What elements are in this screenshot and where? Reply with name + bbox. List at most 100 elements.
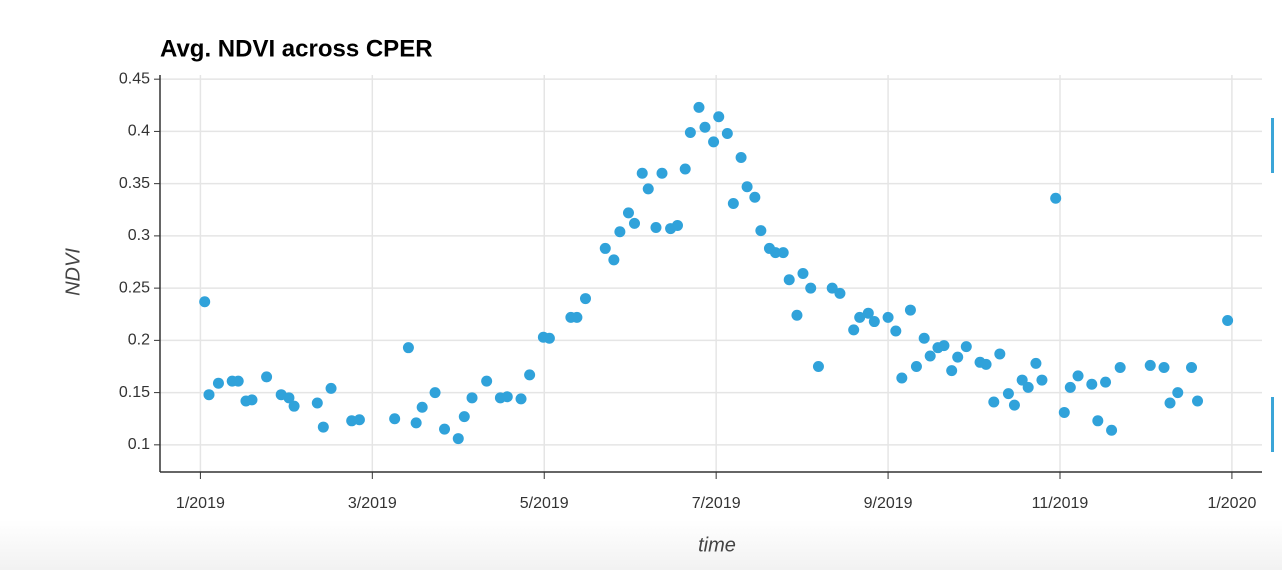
point (317, 421, 329, 433)
point (848, 324, 860, 336)
point (671, 219, 683, 231)
point (735, 152, 747, 164)
point (713, 111, 725, 123)
point (890, 325, 902, 337)
point (628, 217, 640, 229)
point (650, 222, 662, 234)
point (599, 242, 611, 254)
point (1144, 359, 1156, 371)
point (684, 126, 696, 138)
point (1164, 397, 1176, 409)
point (777, 247, 789, 259)
toolbar-fragment (1271, 118, 1274, 173)
point (515, 393, 527, 405)
chart-title: Avg. NDVI across CPER (160, 35, 433, 62)
y-tick-label: 0.25 (119, 279, 150, 296)
y-tick-label: 0.1 (128, 436, 150, 453)
point (481, 375, 493, 387)
point (232, 375, 244, 387)
point (1002, 388, 1014, 400)
x-tick-label: 3/2019 (348, 495, 397, 512)
point (904, 304, 916, 316)
point (571, 311, 583, 323)
point (769, 247, 781, 259)
point (1222, 315, 1234, 327)
point (896, 372, 908, 384)
x-tick-label: 7/2019 (692, 495, 741, 512)
point (1030, 357, 1042, 369)
point (203, 389, 215, 401)
x-tick-label: 9/2019 (864, 495, 913, 512)
point (882, 311, 894, 323)
y-tick-label: 0.15 (119, 384, 150, 401)
x-axis-label: time (698, 534, 736, 556)
point (389, 413, 401, 425)
point (458, 411, 470, 423)
point (783, 274, 795, 286)
point (1036, 374, 1048, 386)
point (283, 392, 295, 404)
y-axis-label: NDVI (62, 248, 84, 296)
point (910, 360, 922, 372)
point (622, 207, 634, 219)
x-tick-label: 5/2019 (520, 495, 569, 512)
point (1064, 381, 1076, 393)
point (524, 369, 536, 381)
point (1114, 362, 1126, 374)
point (741, 181, 753, 193)
x-tick-label: 1/2020 (1207, 495, 1256, 512)
point (1172, 387, 1184, 399)
point (608, 254, 620, 266)
point (1186, 362, 1198, 374)
point (261, 371, 273, 383)
point (543, 332, 555, 344)
x-tick-label: 11/2019 (1032, 495, 1089, 512)
point (1050, 192, 1062, 204)
y-tick-label: 0.45 (119, 70, 150, 87)
point (924, 350, 936, 362)
point (699, 121, 711, 133)
point (288, 400, 300, 412)
y-tick-label: 0.3 (128, 227, 150, 244)
point (439, 423, 451, 435)
point (952, 351, 964, 363)
y-tick-label: 0.4 (128, 123, 150, 140)
point (834, 287, 846, 299)
point (1106, 424, 1118, 436)
point (466, 392, 478, 404)
point (938, 340, 950, 352)
point (826, 282, 838, 294)
y-tick-label: 0.35 (119, 175, 150, 192)
point (656, 167, 668, 179)
point (429, 387, 441, 399)
point (708, 136, 720, 148)
point (1008, 399, 1020, 411)
point (862, 307, 874, 319)
point (1092, 415, 1104, 427)
toolbar-fragment (1271, 397, 1274, 452)
point (988, 396, 1000, 408)
point (721, 128, 733, 140)
point (994, 348, 1006, 360)
point (1192, 395, 1204, 407)
point (452, 433, 464, 445)
background-band (0, 520, 1282, 570)
point (1058, 406, 1070, 418)
point (1100, 376, 1112, 388)
point (805, 282, 817, 294)
point (918, 332, 930, 344)
x-tick-label: 1/2019 (176, 495, 225, 512)
point (416, 401, 428, 413)
point (797, 268, 809, 279)
point (410, 417, 422, 429)
point (353, 414, 365, 426)
point (960, 341, 972, 353)
y-tick-label: 0.2 (128, 332, 150, 349)
point (199, 296, 211, 308)
point (980, 358, 992, 370)
point (325, 382, 337, 394)
point (755, 225, 767, 237)
point (946, 365, 958, 377)
